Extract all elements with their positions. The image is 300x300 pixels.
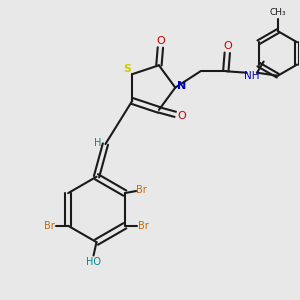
Text: S: S (123, 64, 131, 74)
Text: NH: NH (244, 71, 260, 81)
Text: Br: Br (44, 221, 55, 231)
Text: O: O (223, 41, 232, 51)
Text: O: O (156, 36, 165, 46)
Text: HO: HO (86, 257, 101, 267)
Text: CH₃: CH₃ (269, 8, 286, 17)
Text: Br: Br (136, 185, 146, 195)
Text: Br: Br (138, 221, 148, 231)
Text: O: O (178, 111, 187, 121)
Text: H: H (94, 138, 102, 148)
Text: N: N (177, 81, 186, 91)
